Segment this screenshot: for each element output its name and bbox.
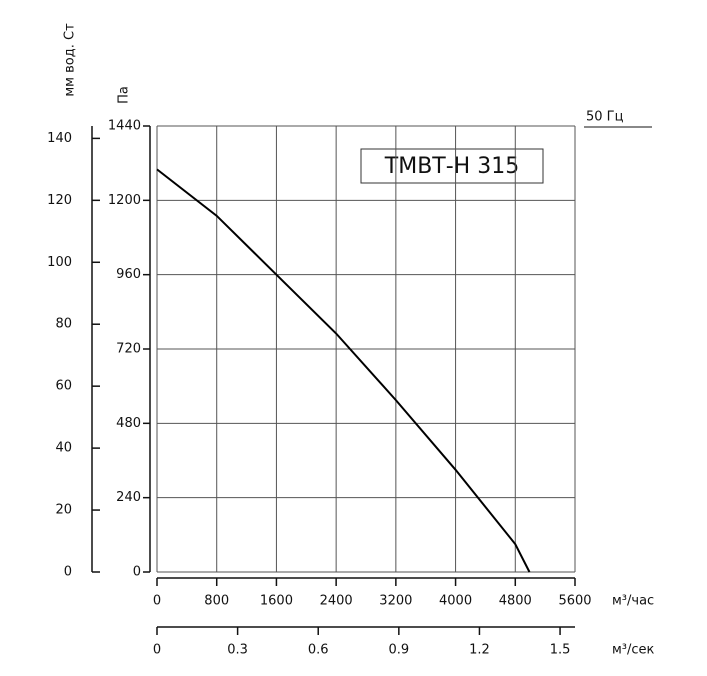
x-tick-label: 800 (204, 594, 229, 609)
x2-tick-label: 1.2 (469, 643, 490, 658)
title-box (360, 148, 544, 184)
y2-tick-label: 120 (47, 193, 72, 208)
y-tick-label: 240 (116, 490, 141, 505)
y-tick-label: 480 (116, 416, 141, 431)
y-tick-label: 720 (116, 342, 141, 357)
x-tick-label: 3200 (379, 594, 412, 609)
x2-axis-label: м³/сек (612, 643, 655, 658)
y2-axis-label: мм вод. Ст (63, 23, 78, 97)
x-tick-label: 0 (153, 594, 161, 609)
x2-tick-label: 0.9 (388, 643, 409, 658)
x-axis-label: м³/час (612, 594, 654, 609)
chart-title: ТМВТ-Н 315 (384, 154, 519, 179)
x-tick-label: 4800 (499, 594, 532, 609)
y2-tick-label: 20 (55, 503, 72, 518)
x-tick-label: 5600 (558, 594, 591, 609)
x2-tick-label: 0.6 (308, 643, 329, 658)
y-tick-label: 1200 (108, 193, 141, 208)
y-tick-label: 0 (133, 565, 141, 580)
y2-tick-label: 0 (64, 565, 72, 580)
x-tick-label: 1600 (260, 594, 293, 609)
y-axis-label: Па (117, 86, 132, 104)
y2-tick-label: 100 (47, 255, 72, 270)
y2-tick-label: 60 (55, 379, 72, 394)
x2-tick-label: 0 (153, 643, 161, 658)
x2-tick-label: 0.3 (227, 643, 248, 658)
y2-tick-label: 80 (55, 317, 72, 332)
y2-tick-label: 40 (55, 441, 72, 456)
x-tick-label: 4000 (439, 594, 472, 609)
y2-tick-label: 140 (47, 131, 72, 146)
annotation: 50 Гц (586, 110, 624, 125)
x-tick-label: 2400 (320, 594, 353, 609)
y-tick-label: 1440 (108, 119, 141, 134)
curve (156, 168, 531, 573)
y-tick-label: 960 (116, 267, 141, 282)
x2-tick-label: 1.5 (550, 643, 571, 658)
